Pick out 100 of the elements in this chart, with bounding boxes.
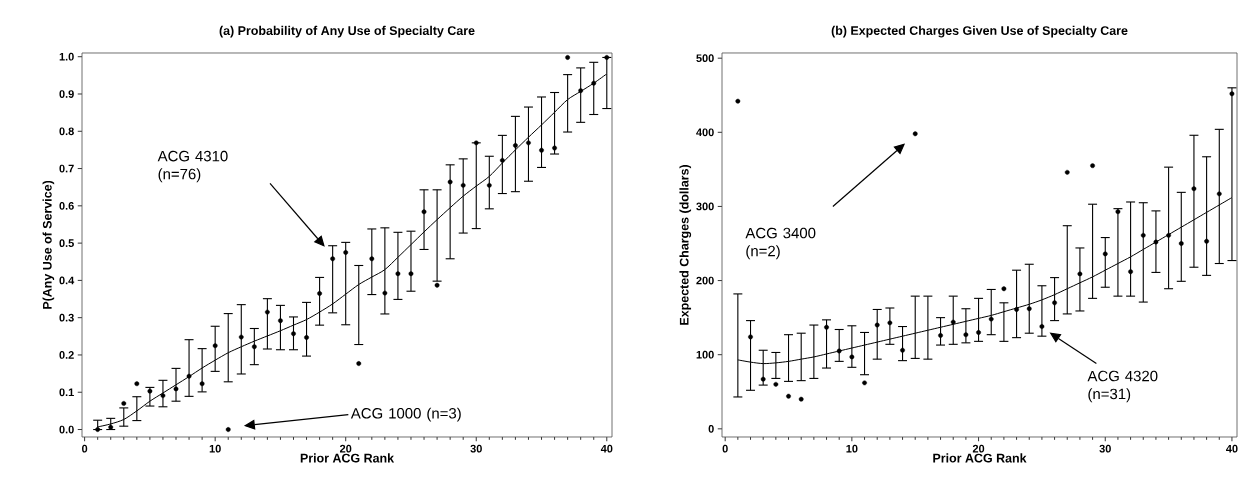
y-tick-label: 0.5: [59, 239, 74, 247]
point: [160, 393, 166, 398]
point: [849, 354, 855, 360]
annotation: ACG 4320 (n=31): [1087, 370, 1158, 403]
x-tick-label: 30: [470, 444, 482, 453]
point: [395, 271, 401, 277]
point: [1039, 324, 1045, 329]
point: [1191, 186, 1197, 192]
point: [735, 98, 741, 104]
x-tick-label: 20: [339, 444, 352, 453]
annotation: ACG 3400 (n=2): [745, 227, 816, 260]
point: [1115, 209, 1121, 215]
point: [199, 381, 205, 387]
y-tick-label: 500: [696, 54, 714, 63]
point: [1102, 251, 1108, 257]
point: [212, 343, 218, 349]
point: [874, 322, 880, 328]
y-tick-label: 0.4: [59, 276, 75, 285]
y-tick-label: 0.7: [59, 164, 74, 173]
point: [251, 344, 257, 350]
point: [786, 393, 791, 399]
point: [369, 256, 375, 262]
point: [382, 290, 388, 296]
point: [434, 282, 440, 288]
point: [486, 182, 492, 188]
point: [1001, 286, 1007, 292]
point: [1216, 191, 1222, 197]
point: [938, 333, 943, 338]
point: [121, 401, 127, 406]
point: [1052, 300, 1057, 306]
point: [225, 427, 231, 432]
point: [760, 376, 766, 382]
y-axis-title: P(Any Use of Service): [42, 180, 55, 309]
point: [912, 131, 918, 137]
y-tick-label: 0.1: [59, 388, 74, 397]
x-tick-label: 40: [600, 444, 613, 453]
y-tick-label: 0.8: [59, 127, 74, 136]
x-axis-title: Prior ACG Rank: [300, 453, 395, 463]
y-tick-label: 0: [708, 424, 714, 433]
point: [421, 209, 427, 215]
point: [408, 271, 414, 277]
y-tick-label: 0.6: [59, 201, 74, 210]
y-tick-label: 300: [696, 202, 714, 211]
point: [773, 381, 779, 387]
x-tick-label: 10: [846, 444, 858, 453]
point: [186, 373, 192, 379]
point: [356, 361, 362, 366]
y-tick-label: 400: [696, 128, 714, 137]
chart-title: (a) Probability of Any Use of Specialty Care: [219, 25, 475, 38]
point: [1140, 232, 1146, 238]
point: [988, 316, 994, 322]
point: [1077, 271, 1083, 277]
x-axis-title: Prior ACG Rank: [933, 453, 1027, 463]
point: [1014, 307, 1019, 312]
point: [278, 318, 283, 324]
point: [513, 143, 518, 148]
point: [836, 348, 842, 354]
y-tick-label: 0.0: [59, 425, 74, 434]
point: [343, 250, 349, 255]
x-tick-label: 0: [722, 444, 728, 453]
x-tick-label: 10: [209, 444, 221, 453]
x-tick-label: 0: [82, 444, 88, 453]
point: [963, 332, 969, 338]
x-tick-label: 30: [1099, 444, 1111, 453]
annotation: ACG 4310 (n=76): [157, 150, 228, 183]
point: [591, 80, 597, 86]
point: [1204, 238, 1209, 244]
point: [552, 145, 557, 151]
point: [238, 334, 244, 340]
point: [950, 319, 956, 325]
y-tick-label: 200: [696, 276, 714, 285]
x-tick-label: 40: [1226, 444, 1238, 453]
point: [1153, 239, 1159, 245]
point: [887, 320, 893, 326]
y-tick-label: 1.0: [59, 52, 74, 61]
point: [798, 396, 804, 402]
y-tick-label: 0.2: [59, 351, 74, 359]
point: [1178, 241, 1184, 246]
point: [900, 347, 905, 353]
y-tick-label: 0.9: [59, 90, 74, 98]
point: [862, 380, 867, 386]
point: [499, 157, 505, 163]
point: [578, 88, 584, 94]
chart-title: (b) Expected Charges Given Use of Specialty Care: [831, 25, 1128, 38]
point: [447, 179, 453, 185]
point: [1128, 269, 1133, 275]
point: [1026, 306, 1032, 312]
point: [539, 147, 544, 153]
point: [147, 388, 153, 394]
point: [460, 182, 466, 188]
y-tick-label: 100: [696, 350, 714, 359]
x-tick-label: 20: [972, 444, 985, 453]
point: [134, 381, 140, 387]
point: [565, 55, 571, 60]
point: [976, 330, 981, 335]
point: [317, 291, 322, 296]
point: [1064, 169, 1070, 175]
point: [824, 324, 829, 330]
point: [173, 386, 179, 392]
annotation: ACG 1000 (n=3): [350, 407, 461, 422]
